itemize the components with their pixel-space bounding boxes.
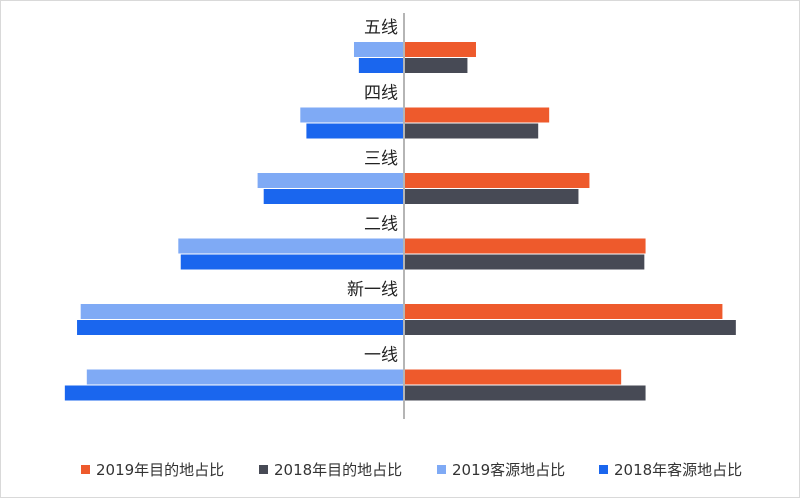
bar-4-1	[358, 58, 404, 73]
category-label: 三线	[364, 149, 398, 169]
bar-2-1	[404, 58, 468, 73]
bar-3-3	[257, 173, 404, 188]
category-label: 二线	[364, 215, 398, 235]
bar-3-4	[178, 238, 404, 254]
bar-1-4	[404, 238, 646, 254]
legend-label: 2019年目的地占比	[96, 460, 225, 479]
legend-swatch	[437, 464, 446, 474]
legend-swatch	[81, 464, 90, 474]
legend-item: 2018年客源地占比	[599, 456, 742, 482]
bar-3-5	[80, 304, 404, 319]
legend-swatch	[259, 464, 268, 474]
legend-label: 2019客源地占比	[452, 460, 566, 479]
legend-item: 2019客源地占比	[437, 456, 565, 482]
bar-4-6	[64, 385, 404, 401]
bar-2-4	[404, 254, 645, 270]
category-label: 一线	[364, 346, 398, 366]
bar-1-3	[404, 173, 590, 188]
category-label: 新一线	[347, 280, 398, 300]
bar-1-1	[404, 42, 476, 57]
legend-swatch	[599, 464, 608, 474]
bar-2-3	[404, 189, 579, 204]
bar-4-2	[306, 123, 404, 139]
legend-item: 2019年目的地占比	[81, 456, 224, 482]
bar-4-4	[180, 254, 404, 270]
bar-3-1	[353, 42, 404, 57]
category-label: 四线	[364, 84, 398, 104]
bar-1-2	[404, 107, 550, 123]
bar-1-5	[404, 304, 723, 319]
bar-3-6	[86, 369, 405, 385]
legend-label: 2018年客源地占比	[614, 460, 743, 479]
bar-2-6	[404, 385, 646, 401]
bar-2-5	[404, 320, 736, 335]
bar-1-6	[404, 369, 622, 385]
legend-label: 2018年目的地占比	[274, 460, 403, 479]
category-label: 五线	[364, 18, 398, 38]
chart-legend: 2019年目的地占比 2018年目的地占比 2019客源地占比 2018年客源地占比	[1, 456, 800, 482]
bar-4-5	[77, 320, 404, 335]
bar-4-3	[263, 189, 404, 204]
bar-2-2	[404, 123, 539, 139]
legend-item: 2018年目的地占比	[259, 456, 402, 482]
bar-3-2	[300, 107, 404, 123]
